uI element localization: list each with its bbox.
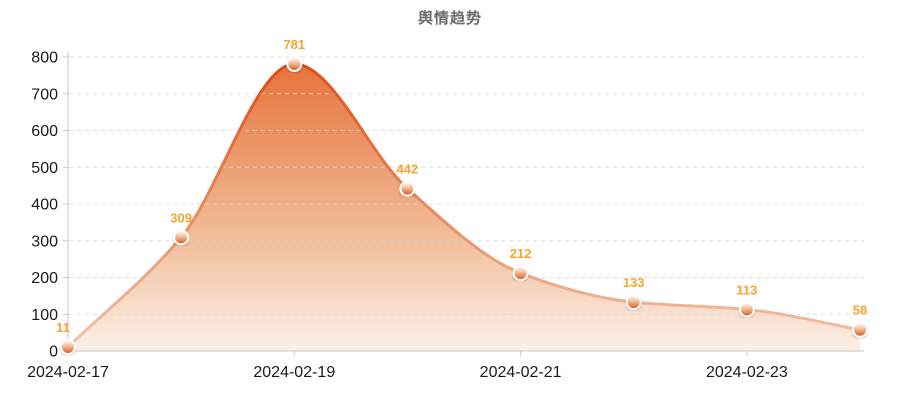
- x-tick-label: 2024-02-23: [706, 364, 788, 381]
- y-tick-label: 300: [31, 233, 58, 250]
- data-point-label: 113: [736, 283, 757, 298]
- data-point-marker[interactable]: [60, 339, 76, 355]
- data-point-marker[interactable]: [625, 294, 642, 311]
- y-tick-label: 600: [31, 123, 58, 140]
- y-tick-label: 700: [31, 86, 58, 103]
- data-point-label: 11: [56, 320, 70, 335]
- data-point-label: 133: [623, 275, 645, 290]
- data-point-marker[interactable]: [512, 265, 529, 282]
- y-tick-label: 400: [31, 197, 58, 214]
- data-point-label: 309: [170, 210, 192, 225]
- data-point-marker[interactable]: [399, 180, 416, 197]
- trend-area: [68, 64, 860, 351]
- x-tick-label: 2024-02-21: [480, 364, 562, 381]
- data-point-marker[interactable]: [852, 321, 868, 338]
- y-tick-label: 500: [31, 160, 58, 177]
- chart-title: 舆情趋势: [417, 10, 482, 27]
- data-point-label: 212: [510, 246, 532, 261]
- x-tick-label: 2024-02-19: [253, 364, 335, 381]
- data-point-label: 781: [283, 37, 305, 52]
- data-point-label: 442: [397, 162, 419, 177]
- y-tick-label: 200: [31, 270, 58, 287]
- y-tick-label: 0: [49, 344, 58, 361]
- trend-line: [66, 62, 862, 349]
- y-tick-label: 800: [31, 50, 58, 67]
- data-point-label: 58: [853, 303, 867, 318]
- y-tick-label: 100: [31, 307, 58, 324]
- data-point-marker[interactable]: [173, 229, 190, 246]
- data-point-marker[interactable]: [286, 56, 303, 72]
- x-tick-label: 2024-02-17: [27, 364, 109, 381]
- data-point-marker[interactable]: [738, 301, 755, 318]
